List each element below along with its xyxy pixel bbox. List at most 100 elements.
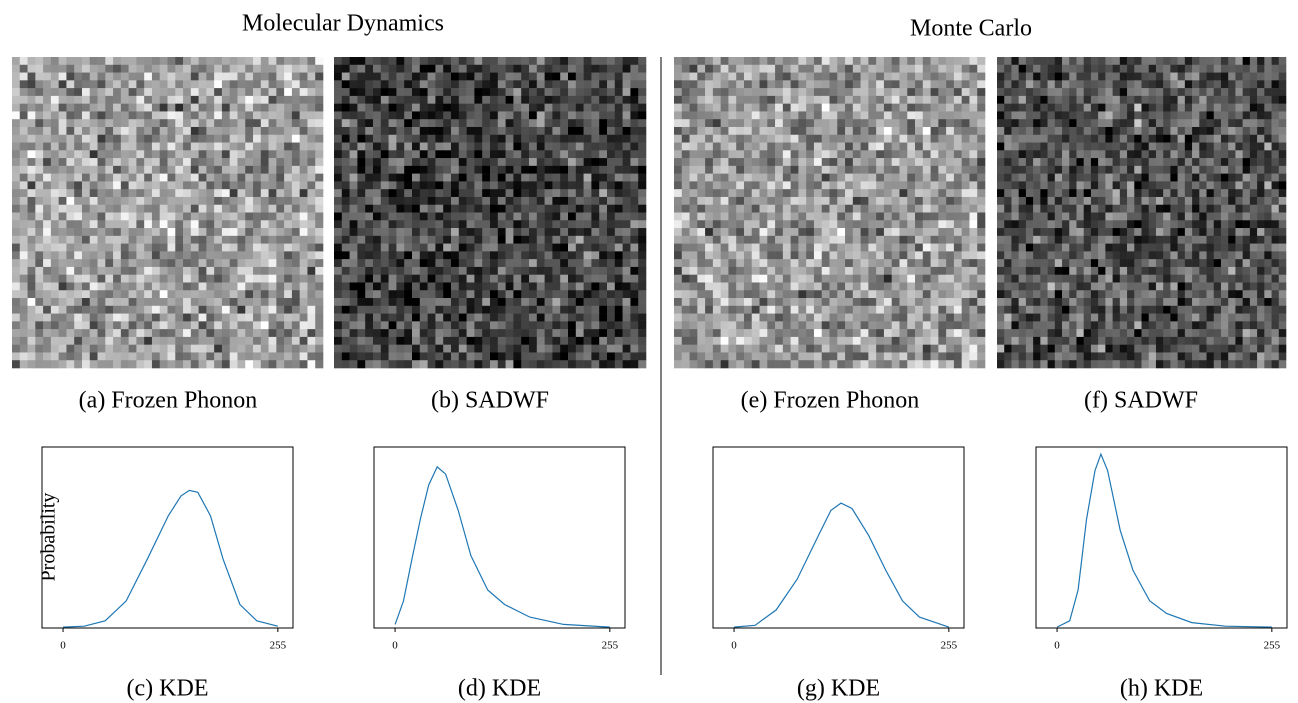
pixel bbox=[498, 236, 506, 244]
pixel bbox=[276, 166, 284, 174]
pixel bbox=[845, 259, 853, 267]
pixel bbox=[12, 166, 20, 174]
pixel bbox=[1163, 88, 1171, 96]
pixel bbox=[1033, 73, 1041, 81]
pixel bbox=[28, 244, 36, 252]
pixel bbox=[443, 181, 451, 189]
pixel bbox=[537, 290, 545, 298]
pixel bbox=[373, 267, 381, 275]
pixel bbox=[946, 220, 954, 228]
pixel bbox=[451, 337, 459, 345]
pixel bbox=[373, 158, 381, 166]
pixel bbox=[214, 73, 222, 81]
pixel bbox=[342, 298, 350, 306]
pixel bbox=[814, 96, 822, 104]
pixel bbox=[253, 96, 261, 104]
pixel bbox=[253, 135, 261, 143]
pixel bbox=[35, 213, 43, 221]
pixel bbox=[404, 244, 412, 252]
pixel bbox=[506, 290, 514, 298]
pixel bbox=[560, 282, 568, 290]
pixel bbox=[728, 150, 736, 158]
pixel bbox=[357, 88, 365, 96]
pixel bbox=[334, 166, 342, 174]
pixel bbox=[435, 73, 443, 81]
pixel bbox=[160, 236, 168, 244]
pixel bbox=[752, 104, 760, 112]
pixel bbox=[814, 345, 822, 353]
pixel bbox=[962, 298, 970, 306]
pixel bbox=[845, 267, 853, 275]
pixel bbox=[892, 80, 900, 88]
pixel bbox=[214, 259, 222, 267]
pixel bbox=[59, 119, 67, 127]
pixel bbox=[690, 337, 698, 345]
pixel bbox=[736, 189, 744, 197]
pixel bbox=[728, 360, 736, 368]
pixel bbox=[474, 275, 482, 283]
pixel bbox=[798, 345, 806, 353]
pixel bbox=[736, 345, 744, 353]
pixel bbox=[459, 337, 467, 345]
pixel bbox=[253, 104, 261, 112]
pixel bbox=[51, 236, 59, 244]
pixel bbox=[12, 352, 20, 360]
pixel bbox=[736, 244, 744, 252]
pixel bbox=[713, 220, 721, 228]
pixel bbox=[892, 166, 900, 174]
pixel bbox=[568, 96, 576, 104]
pixel bbox=[144, 360, 152, 368]
pixel bbox=[938, 166, 946, 174]
pixel bbox=[300, 119, 308, 127]
pixel bbox=[931, 80, 939, 88]
pixel bbox=[412, 275, 420, 283]
pixel bbox=[969, 259, 977, 267]
pixel bbox=[853, 158, 861, 166]
pixel bbox=[697, 329, 705, 337]
pixel bbox=[459, 220, 467, 228]
pixel bbox=[915, 290, 923, 298]
pixel bbox=[1098, 57, 1106, 65]
pixel bbox=[977, 236, 985, 244]
pixel bbox=[98, 143, 106, 151]
pixel bbox=[459, 275, 467, 283]
pixel bbox=[160, 290, 168, 298]
pixel bbox=[923, 166, 931, 174]
pixel bbox=[938, 345, 946, 353]
pixel bbox=[962, 290, 970, 298]
pixel bbox=[806, 220, 814, 228]
pixel bbox=[837, 158, 845, 166]
pixel bbox=[767, 213, 775, 221]
pixel bbox=[43, 158, 51, 166]
pixel bbox=[876, 298, 884, 306]
pixel bbox=[342, 282, 350, 290]
pixel bbox=[752, 158, 760, 166]
pixel bbox=[615, 251, 623, 259]
pixel bbox=[35, 150, 43, 158]
pixel bbox=[307, 150, 315, 158]
pixel bbox=[284, 244, 292, 252]
pixel bbox=[615, 57, 623, 65]
pixel bbox=[705, 111, 713, 119]
pixel bbox=[152, 158, 160, 166]
pixel bbox=[428, 143, 436, 151]
pixel bbox=[791, 127, 799, 135]
pixel bbox=[451, 220, 459, 228]
pixel bbox=[853, 275, 861, 283]
pixel bbox=[183, 220, 191, 228]
pixel bbox=[428, 251, 436, 259]
pixel bbox=[837, 181, 845, 189]
pixel bbox=[969, 213, 977, 221]
pixel bbox=[806, 352, 814, 360]
pixel bbox=[214, 228, 222, 236]
pixel bbox=[607, 213, 615, 221]
pixel bbox=[214, 197, 222, 205]
pixel bbox=[728, 259, 736, 267]
pixel bbox=[59, 88, 67, 96]
pixel bbox=[199, 329, 207, 337]
pixel bbox=[1120, 80, 1128, 88]
pixel bbox=[199, 174, 207, 182]
pixel bbox=[136, 104, 144, 112]
pixel bbox=[129, 321, 137, 329]
pixel bbox=[529, 119, 537, 127]
